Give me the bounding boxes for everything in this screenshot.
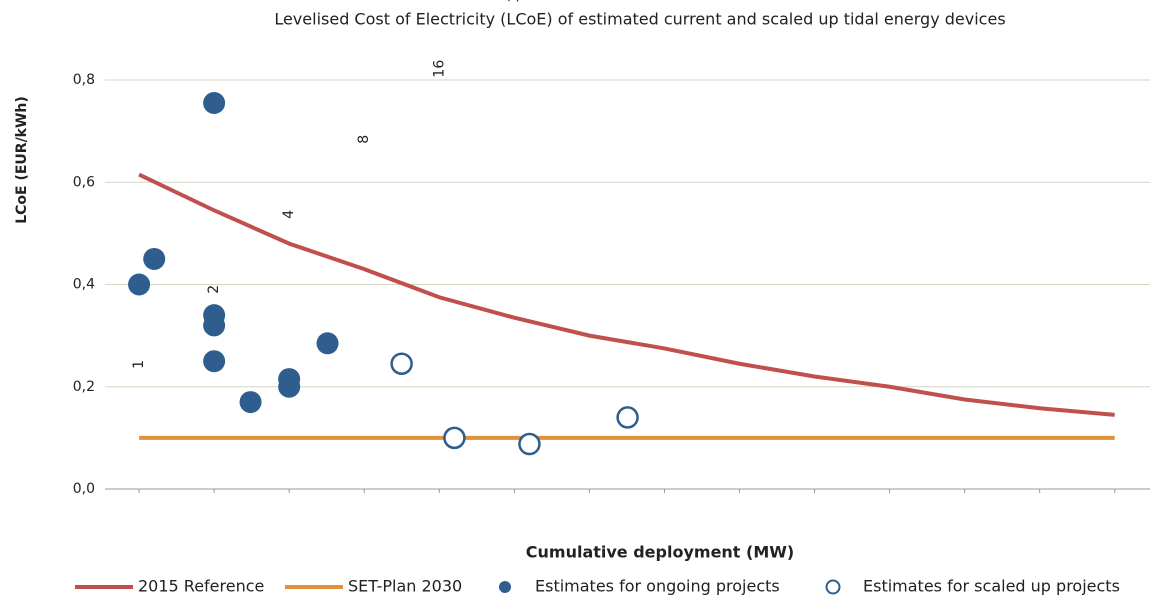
scatter-point — [128, 273, 151, 296]
line — [138, 172, 1115, 417]
scatter-point — [203, 314, 226, 337]
scatter-point — [239, 391, 262, 414]
y-tick-label: 0,2 — [73, 379, 95, 395]
scatter-point — [443, 426, 466, 450]
legend-label: Estimates for scaled up projects — [863, 577, 1120, 596]
x-tick-label: 1 — [131, 360, 147, 369]
x-axis-label: Cumulative deployment (MW) — [526, 543, 794, 562]
legend-label: Estimates for ongoing projects — [535, 577, 780, 596]
legend-label: 2015 Reference — [138, 577, 264, 596]
scatter-point — [203, 350, 226, 373]
x-tick-label: 8 — [356, 135, 372, 144]
chart-title: Levelised Cost of Electricity (LCoE) of … — [274, 10, 1005, 29]
legend-swatch — [499, 581, 511, 593]
scatter-point — [143, 247, 166, 270]
x-tick-label: 32 — [506, 0, 522, 2]
scatter-point — [203, 92, 226, 115]
y-tick-label: 0,8 — [73, 72, 95, 88]
scatter-point — [390, 352, 413, 375]
scatter-point — [278, 375, 301, 398]
y-tick-label: 0,0 — [73, 481, 95, 497]
legend-swatch — [825, 579, 841, 595]
y-tick-label: 0,4 — [73, 277, 95, 293]
legend-label: SET-Plan 2030 — [348, 577, 462, 596]
scatter-point — [518, 432, 541, 456]
y-tick-label: 0,6 — [73, 174, 95, 190]
scatter-point — [316, 332, 339, 355]
scatter-point — [616, 406, 639, 429]
y-axis-label: LCoE (EUR/kWh) — [14, 96, 30, 224]
x-tick-label: 2 — [206, 285, 222, 294]
x-tick-label: 4 — [281, 210, 297, 219]
x-tick-label: 16 — [431, 60, 447, 78]
